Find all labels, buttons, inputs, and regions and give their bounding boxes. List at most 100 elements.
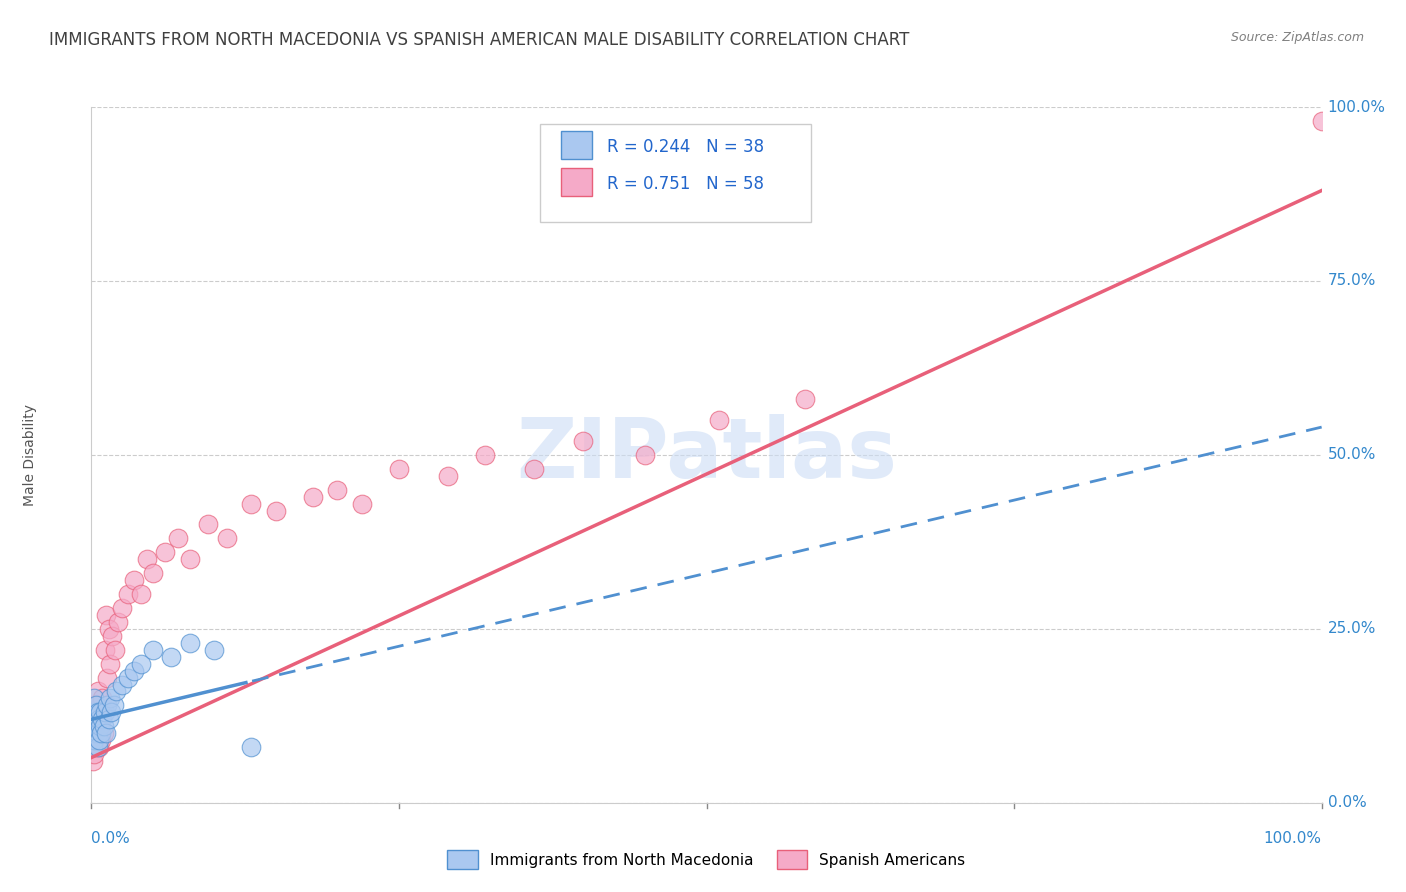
Point: [90, 733, 112, 747]
Point: [84, 712, 107, 726]
Point: [94, 706, 117, 720]
Point: [326, 483, 349, 497]
Text: 0.0%: 0.0%: [91, 830, 131, 846]
Point: [160, 649, 183, 664]
Point: [86, 733, 108, 747]
Point: [129, 587, 152, 601]
Point: [87, 719, 110, 733]
Point: [97, 712, 120, 726]
Point: [84, 733, 107, 747]
Point: [80, 726, 103, 740]
Point: [82, 712, 104, 726]
Point: [89, 706, 111, 720]
Point: [87, 740, 110, 755]
Point: [90, 712, 112, 726]
Point: [1310, 114, 1333, 128]
Point: [179, 636, 201, 650]
Point: [86, 698, 108, 713]
Point: [83, 733, 105, 747]
Point: [94, 642, 117, 657]
Point: [84, 698, 107, 713]
Text: IMMIGRANTS FROM NORTH MACEDONIA VS SPANISH AMERICAN MALE DISABILITY CORRELATION : IMMIGRANTS FROM NORTH MACEDONIA VS SPANI…: [49, 31, 910, 49]
Point: [104, 642, 127, 657]
Point: [87, 733, 110, 747]
Point: [83, 691, 105, 706]
Point: [82, 740, 104, 755]
Point: [264, 503, 287, 517]
Point: [82, 712, 104, 726]
Point: [572, 434, 595, 448]
Point: [84, 719, 107, 733]
Text: 25.0%: 25.0%: [1327, 622, 1376, 636]
Point: [80, 726, 103, 740]
Point: [474, 448, 496, 462]
Point: [101, 629, 124, 643]
Point: [86, 740, 108, 755]
Point: [96, 726, 117, 740]
Point: [97, 622, 120, 636]
Point: [87, 712, 110, 726]
Point: [103, 698, 125, 713]
Point: [84, 726, 107, 740]
Point: [107, 615, 129, 629]
Point: [96, 671, 118, 685]
FancyBboxPatch shape: [561, 169, 592, 196]
Point: [301, 490, 323, 504]
Text: R = 0.244   N = 38: R = 0.244 N = 38: [607, 138, 763, 156]
Point: [96, 698, 118, 713]
Point: [166, 532, 188, 546]
Point: [86, 712, 108, 726]
Point: [91, 691, 114, 706]
Point: [90, 726, 112, 740]
Point: [96, 607, 117, 622]
Text: Male Disability: Male Disability: [22, 404, 37, 506]
Point: [197, 517, 219, 532]
Point: [105, 684, 127, 698]
Point: [82, 740, 104, 755]
FancyBboxPatch shape: [561, 131, 592, 159]
Point: [179, 552, 201, 566]
Point: [111, 677, 134, 691]
Point: [83, 706, 105, 720]
Point: [86, 740, 108, 755]
Text: R = 0.751   N = 58: R = 0.751 N = 58: [607, 175, 763, 193]
Point: [98, 657, 121, 671]
Point: [86, 719, 108, 733]
Text: 100.0%: 100.0%: [1327, 100, 1386, 114]
Point: [83, 726, 105, 740]
Point: [86, 684, 108, 698]
Point: [83, 706, 105, 720]
Text: 50.0%: 50.0%: [1327, 448, 1376, 462]
Point: [793, 392, 815, 407]
Point: [82, 719, 104, 733]
Point: [707, 413, 730, 427]
Point: [124, 664, 146, 678]
Point: [215, 532, 238, 546]
Point: [202, 642, 225, 657]
Point: [352, 497, 374, 511]
Point: [89, 726, 111, 740]
Text: 75.0%: 75.0%: [1327, 274, 1376, 288]
Text: ZIPatlas: ZIPatlas: [516, 415, 897, 495]
Point: [523, 462, 546, 476]
Point: [388, 462, 411, 476]
Point: [89, 719, 111, 733]
Point: [111, 601, 134, 615]
Point: [153, 545, 177, 559]
Point: [86, 726, 108, 740]
Point: [142, 566, 165, 581]
Point: [98, 691, 121, 706]
Point: [142, 642, 165, 657]
Point: [86, 706, 108, 720]
Point: [89, 698, 111, 713]
Point: [86, 706, 108, 720]
Point: [93, 719, 115, 733]
Point: [83, 747, 105, 761]
Point: [117, 587, 139, 601]
Point: [129, 657, 152, 671]
Point: [80, 740, 103, 755]
FancyBboxPatch shape: [540, 124, 811, 222]
Point: [117, 671, 139, 685]
Point: [91, 712, 114, 726]
Point: [100, 706, 122, 720]
